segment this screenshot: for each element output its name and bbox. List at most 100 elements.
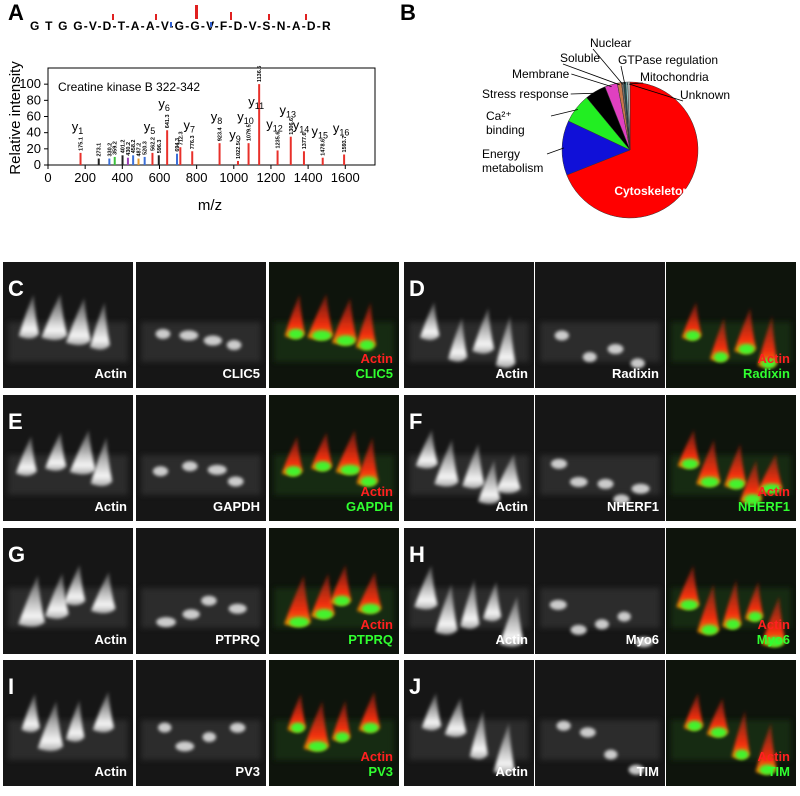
peak-mz-label: 562.2 bbox=[150, 137, 156, 151]
micrograph-content bbox=[18, 564, 116, 627]
protein-signal bbox=[226, 340, 242, 351]
peak-mz-label: 487.2 bbox=[137, 143, 143, 157]
protein-signal bbox=[312, 330, 332, 341]
micrograph-content bbox=[676, 565, 786, 647]
stereocilia-bundle bbox=[462, 443, 485, 489]
merge-protein-label: NHERF1 bbox=[738, 499, 790, 514]
panel-letter: E bbox=[8, 409, 23, 434]
protein-signal bbox=[725, 619, 740, 630]
leader-line bbox=[546, 147, 565, 155]
micrograph-content bbox=[414, 565, 524, 647]
ion-label: y14 bbox=[293, 117, 310, 134]
merge-stain-label: Actin bbox=[361, 749, 394, 764]
slice-label: Nuclear bbox=[590, 36, 631, 50]
protein-signal bbox=[701, 624, 718, 635]
protein-signal bbox=[156, 617, 176, 628]
stereocilia-bundle bbox=[41, 293, 68, 340]
micrograph-content bbox=[683, 692, 777, 775]
actin-signal bbox=[757, 453, 783, 494]
marker bbox=[230, 12, 232, 20]
micrograph-content bbox=[21, 691, 115, 751]
protein-signal bbox=[550, 458, 568, 469]
stain-label: Actin bbox=[496, 632, 529, 647]
leader-line bbox=[620, 65, 626, 85]
peak-mz-label: 641.3 bbox=[165, 114, 171, 128]
panel-letter: H bbox=[409, 542, 425, 567]
ion-label: y8 bbox=[211, 109, 223, 126]
protein-signal bbox=[182, 461, 198, 472]
leader-line bbox=[628, 83, 684, 102]
actin-signal bbox=[677, 429, 700, 469]
pie-slice bbox=[561, 120, 631, 176]
stereocilia-bundle bbox=[37, 700, 64, 751]
spectrum-panel: G T G G-V-D-T-A-A-V-G-G-V-F-D-V-S-N-A-D-… bbox=[7, 5, 376, 214]
slice-label: Mitochondria bbox=[640, 70, 709, 84]
protein-signal bbox=[227, 476, 244, 487]
actin-signal bbox=[710, 317, 730, 362]
protein-signal bbox=[549, 599, 567, 610]
actin-signal bbox=[734, 307, 757, 354]
stain-label: Actin bbox=[496, 499, 529, 514]
ion-label: y5 bbox=[144, 119, 156, 136]
peak-mz-label: 1022.5 bbox=[236, 142, 242, 159]
protein-signal bbox=[229, 722, 246, 733]
actin-signal bbox=[355, 301, 377, 350]
merge-protein-label: PTPRQ bbox=[348, 632, 393, 647]
micrograph-content bbox=[421, 692, 515, 775]
micrograph: Myo6 bbox=[535, 528, 665, 654]
y-tick-label: 40 bbox=[27, 125, 41, 140]
peak-mz-label: 175.1 bbox=[79, 137, 85, 151]
stereocilia-bundle bbox=[21, 693, 40, 733]
peak-mz-label: 458.2 bbox=[131, 140, 137, 154]
x-tick-label: 1200 bbox=[256, 170, 285, 185]
protein-signal bbox=[579, 727, 596, 738]
stereocilia-bundle bbox=[90, 571, 116, 614]
protein-signal bbox=[597, 478, 614, 489]
stain-label: Actin bbox=[496, 366, 529, 381]
pie-slice bbox=[627, 81, 631, 151]
protein-signal bbox=[340, 464, 360, 475]
stereocilia-bundle bbox=[493, 722, 515, 775]
leader-line bbox=[550, 109, 578, 117]
actin-signal bbox=[335, 429, 362, 475]
stereocilia-bundle bbox=[469, 710, 488, 760]
micrograph-content bbox=[157, 722, 246, 752]
actin-signal bbox=[745, 581, 764, 622]
protein-signal bbox=[607, 344, 624, 355]
protein-signal bbox=[685, 330, 701, 341]
peptide-sequence: G T G G-V-D-T-A-A-V-G-G-V-F-D-V-S-N-A-D-… bbox=[30, 19, 332, 33]
leader-line bbox=[570, 92, 597, 95]
merge-stain-label: Actin bbox=[758, 617, 791, 632]
actin-signal bbox=[724, 443, 747, 489]
micrograph: Radixin bbox=[535, 262, 665, 388]
protein-signal bbox=[631, 483, 650, 494]
x-tick-label: 200 bbox=[74, 170, 96, 185]
protein-label: PV3 bbox=[235, 764, 260, 779]
micrograph: Actin F bbox=[404, 395, 534, 521]
ion-label: y6 bbox=[158, 96, 170, 113]
protein-signal bbox=[202, 732, 217, 743]
peak-mz-label: 1478.6 bbox=[321, 139, 327, 156]
micrograph-content bbox=[415, 429, 521, 504]
merge-protein-label: PV3 bbox=[368, 764, 393, 779]
x-tick-label: 1400 bbox=[294, 170, 323, 185]
fragment-markers bbox=[112, 5, 307, 27]
protein-signal bbox=[315, 461, 331, 472]
micrograph: PTPRQ bbox=[136, 528, 266, 654]
marker bbox=[305, 14, 307, 20]
panel-letter: J bbox=[409, 674, 421, 699]
protein-signal bbox=[336, 335, 356, 346]
slice-label: Stress response bbox=[482, 87, 569, 101]
actin-signal bbox=[311, 432, 333, 471]
peak-mz-label: 273.1 bbox=[97, 143, 103, 157]
micrograph: Actin H bbox=[404, 528, 534, 654]
peak-mz-label: 430.2 bbox=[126, 142, 132, 156]
merge-protein-label: GAPDH bbox=[346, 499, 393, 514]
marker bbox=[195, 5, 198, 19]
micrograph-content bbox=[419, 301, 516, 368]
